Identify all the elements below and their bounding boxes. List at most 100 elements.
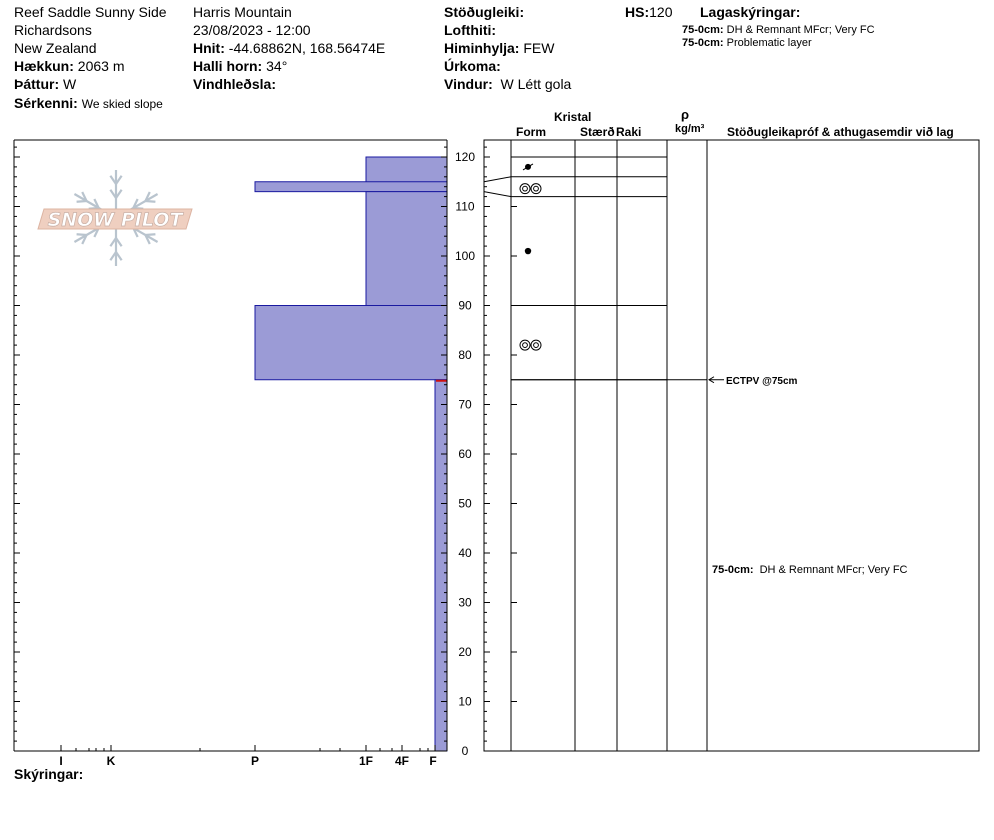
sky-label: Himinhylja: [444,40,520,56]
crystal-header: Kristal [554,110,592,124]
depth-hoar-symbol-inner [533,185,539,192]
aspect-label: Þáttur: [14,76,60,92]
location-name: Reef Saddle Sunny Side [14,4,167,20]
tests-header: Stöðugleikapróf & athugasemdir við lag [727,125,954,139]
hardness-bar [365,191,448,306]
hardness-bar [254,181,448,193]
snowflake-branch [109,251,117,261]
sky-value: FEW [523,40,555,56]
y-tick-label: 100 [455,249,475,263]
slope-value: 34° [266,58,288,74]
y-tick-label: 80 [458,348,472,362]
logo-text: SNOW PILOT [48,209,185,231]
elevation-label: Hækkun: [14,58,74,74]
coords-value: -44.68862N, 168.56474E [228,40,386,56]
snowflake-branch [109,237,117,247]
obs-datetime: 23/08/2023 - 12:00 [193,22,311,38]
hardness-tick-label: F [429,754,436,768]
snowflake-branch [81,191,88,202]
y-tick-label: 50 [458,497,472,511]
chart-axes: 0 10 20 30 40 50 60 70 80 90 100 110 120 I K P 1F 4F F [14,146,517,768]
wind-label: Vindur: [444,76,493,92]
y-tick-label: 60 [458,447,472,461]
form-header: Form [516,125,546,139]
snowflake-branch [76,199,87,203]
snowflake-branch [81,234,88,245]
wind-row: Vindur: W Létt gola [444,76,571,92]
layer-note-text: DH & Remnant MFcr; Very FC [726,24,875,36]
hs-value: 120 [649,4,673,20]
elevation-row: Hækkun: 2063 m [14,58,125,74]
country-name: New Zealand [14,40,97,56]
y-tick-label: 40 [458,546,472,560]
depth-hoar-symbol-inner [533,342,539,349]
hardness-bars [254,156,448,752]
depth-hoar-symbol [530,339,542,351]
wind-loading-label: Vindhleðsla: [193,76,276,92]
hardness-tick-label: P [251,754,259,768]
depth-hoar-symbol [519,183,531,195]
layer-note-2: 75-0cm: Problematic layer [682,37,812,50]
hs-row: HS:120 [625,4,672,20]
features-label: Sérkenni: [14,95,78,111]
depth-hoar-symbol [519,339,531,351]
snowflake-branch [76,233,87,237]
melt-freeze-symbol [524,247,532,255]
right-frame [483,139,980,752]
y-tick-label: 90 [458,299,472,313]
snowflake-branch [109,189,117,199]
hardness-tick-label: 4F [395,754,409,768]
aspect-row: Þáttur: W [14,76,76,92]
layer-note-range: 75-0cm: [682,37,724,49]
depth-hoar-symbol-inner [522,185,528,192]
y-tick-label: 20 [458,645,472,659]
range-name: Richardsons [14,22,92,38]
snowflake-branch [145,199,156,203]
snowflake-branch [145,233,156,237]
features-row: Sérkenni: We skied slope [14,95,163,112]
hs-label: HS: [625,4,650,20]
hardness-tick-label: K [107,754,116,768]
layer-connector [483,191,512,198]
y-tick-label: 120 [455,150,475,164]
snowflake-branch [132,227,139,238]
layer-notes-label: Lagaskýringar: [700,4,801,20]
snow-pilot-logo: SNOW PILOT [37,170,193,266]
test-label: ECTPV @75cm [726,376,798,387]
layer-note-1: 75-0cm: DH & Remnant MFcr; Very FC [682,24,875,37]
coords-label: Hnit: [193,40,225,56]
snowflake-branch [115,251,123,261]
test-arrow-head [708,376,715,384]
aspect-value: W [63,76,77,92]
slope-row: Halli horn: 34° [193,58,287,74]
observer-name: Harris Mountain [193,4,292,20]
snowflake-branch [132,198,139,209]
y-tick-label: 70 [458,398,472,412]
snowflake-branch [109,175,117,185]
features-value: We skied slope [81,97,163,111]
hardness-bar [254,305,448,381]
hardness-tick-label: I [59,754,62,768]
layer-line [483,176,667,183]
elevation-value: 2063 m [77,58,125,74]
stability-label: Stöðugleiki: [444,4,525,20]
y-tick-label: 0 [462,744,469,758]
slope-label: Halli horn: [193,58,263,74]
y-tick-label: 30 [458,596,472,610]
precip-label: Úrkoma: [444,58,501,74]
hardness-bar [434,379,448,752]
depth-hoar-symbol [530,183,542,195]
layer-note-text: Problematic layer [726,37,812,49]
chart-frames [13,139,980,752]
y-tick-label: 110 [455,200,474,214]
snowflake-branch [144,234,151,245]
y-tick-label: 10 [458,695,472,709]
layer-note-range: 75-0cm: [682,24,724,36]
snowflake-branch [144,191,151,202]
coords-row: Hnit: -44.68862N, 168.56474E [193,40,385,56]
layer-comment: 75-0cm: DH & Remnant MFcr; Very FC [712,564,908,576]
size-header: Stærð [580,125,615,139]
snowflake-branch [93,227,100,238]
layer-comment-text: DH & Remnant MFcr; Very FC [760,564,908,576]
